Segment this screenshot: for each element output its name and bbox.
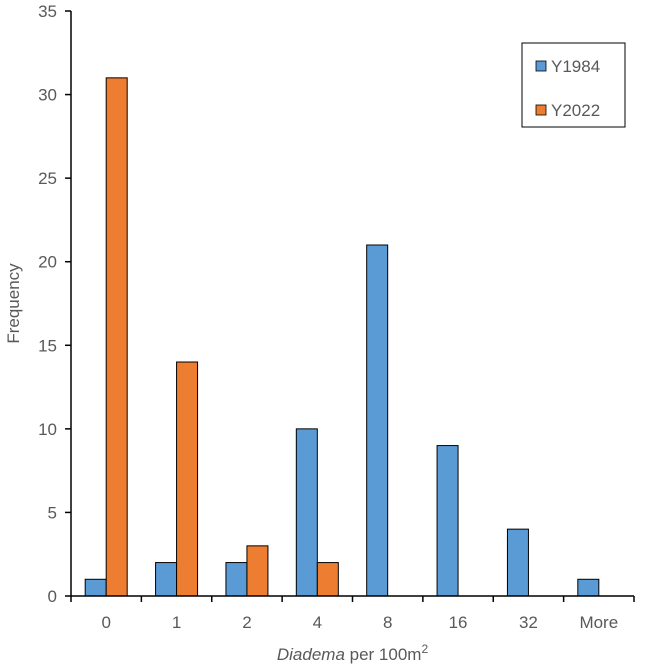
y-tick-label: 35 xyxy=(38,2,57,21)
legend-label-y1984: Y1984 xyxy=(551,57,600,76)
x-tick-label: 1 xyxy=(172,613,181,632)
x-axis-title-italic: Diadema xyxy=(277,645,345,664)
x-tick-label: More xyxy=(579,613,618,632)
x-tick-label: 2 xyxy=(242,613,251,632)
bar-y1984 xyxy=(436,445,459,597)
bar-y1984 xyxy=(366,244,389,597)
x-tick-label: 4 xyxy=(313,613,322,632)
bar-y1984 xyxy=(84,578,107,597)
bars xyxy=(84,77,600,597)
y-tick-label: 30 xyxy=(38,86,57,105)
x-tick-label: 0 xyxy=(101,613,110,632)
bar-y1984 xyxy=(225,562,248,597)
bar-y1984 xyxy=(506,528,529,597)
bar-y2022 xyxy=(105,77,128,597)
x-axis-title: Diadema per 100m2 xyxy=(277,642,429,664)
legend-swatch-y2022 xyxy=(535,104,547,116)
y-tick-label: 20 xyxy=(38,253,57,272)
x-tick-label: 16 xyxy=(449,613,468,632)
legend: Y1984 Y2022 xyxy=(521,42,626,128)
bar-y2022 xyxy=(316,562,339,597)
x-axis-ticks: 0 1 2 4 8 16 32 More xyxy=(70,596,635,632)
x-axis-title-rest: per 100m xyxy=(345,645,422,664)
legend-label-y2022: Y2022 xyxy=(551,101,600,120)
bar-y1984 xyxy=(155,562,178,597)
y-tick-label: 5 xyxy=(48,503,57,522)
bar-y2022 xyxy=(246,545,269,597)
bar-y2022 xyxy=(176,361,199,597)
bar-y1984 xyxy=(577,578,600,597)
y-tick-label: 10 xyxy=(38,420,57,439)
y-tick-label: 15 xyxy=(38,336,57,355)
y-tick-label: 0 xyxy=(48,587,57,606)
y-axis-title: Frequency xyxy=(4,263,23,344)
y-axis-ticks: 0 5 10 15 20 25 30 35 xyxy=(38,2,71,606)
x-tick-label: 32 xyxy=(519,613,538,632)
x-axis-title-superscript: 2 xyxy=(421,642,428,656)
x-tick-label: 8 xyxy=(383,613,392,632)
legend-swatch-y1984 xyxy=(535,60,547,72)
bar-y1984 xyxy=(295,428,318,597)
y-tick-label: 25 xyxy=(38,169,57,188)
